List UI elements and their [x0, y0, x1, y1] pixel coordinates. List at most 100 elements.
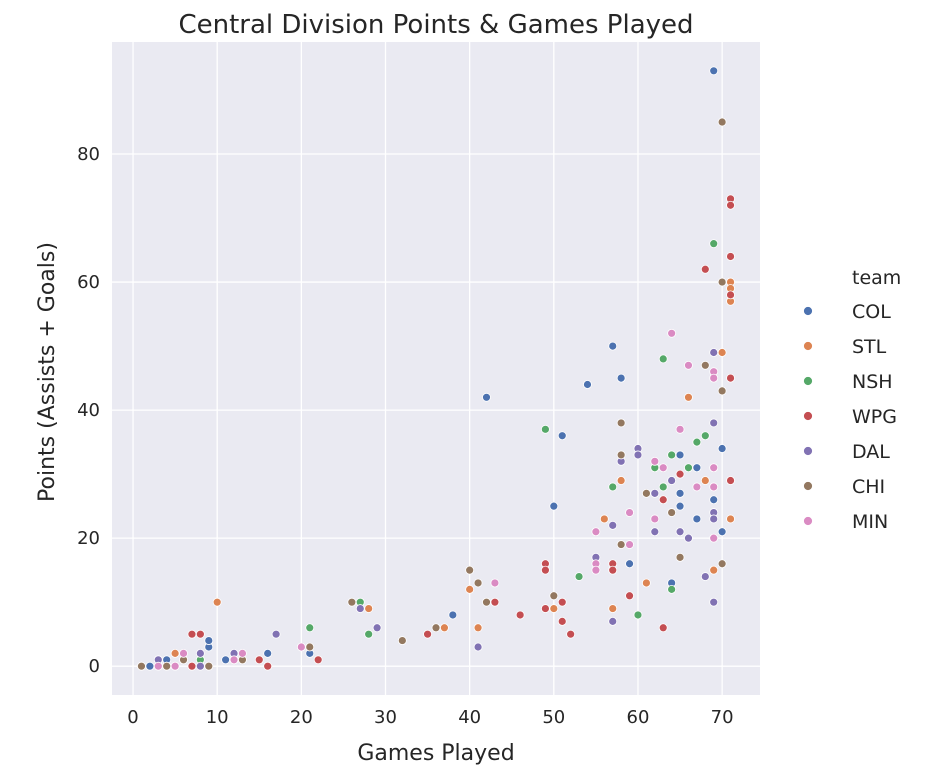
point-nsh — [633, 610, 643, 620]
point-dal — [633, 450, 643, 460]
point-wpg — [726, 200, 735, 210]
point-stl — [684, 392, 693, 402]
y-tick-labels: 0 20 40 60 80 — [77, 144, 100, 677]
point-chi — [616, 450, 626, 460]
point-min — [296, 642, 306, 652]
point-dal — [473, 642, 483, 652]
point-stl — [709, 565, 719, 575]
y-tick-label: 80 — [77, 144, 100, 165]
point-col — [692, 463, 702, 473]
point-col — [145, 661, 155, 671]
y-tick-label: 20 — [77, 528, 100, 549]
point-wpg — [700, 264, 710, 274]
point-stl — [616, 476, 626, 485]
x-tick-label: 20 — [290, 707, 313, 728]
point-wpg — [313, 655, 323, 665]
legend-marker-chi — [803, 481, 813, 491]
point-min — [675, 424, 685, 434]
point-min — [591, 565, 601, 575]
point-stl — [717, 348, 727, 357]
legend-items: COL STL NSH WPG DAL CHI MIN — [803, 301, 897, 533]
point-stl — [726, 514, 735, 524]
point-stl — [212, 597, 222, 607]
point-stl — [170, 648, 180, 658]
point-col — [625, 559, 634, 569]
point-wpg — [726, 252, 735, 261]
legend-label-min: MIN — [852, 511, 888, 533]
point-chi — [473, 578, 483, 588]
point-wpg — [187, 629, 197, 639]
x-tick-label: 0 — [127, 707, 138, 728]
point-stl — [608, 604, 618, 613]
point-dal — [709, 418, 719, 428]
legend-marker-stl — [803, 341, 813, 351]
point-chi — [717, 386, 727, 396]
point-min — [229, 655, 239, 665]
point-wpg — [254, 655, 264, 665]
point-col — [675, 450, 685, 460]
point-min — [179, 648, 188, 658]
point-col — [616, 373, 626, 383]
y-axis-label: Points (Assists + Goals) — [35, 242, 60, 502]
legend-label-col: COL — [852, 301, 891, 323]
point-dal — [608, 616, 618, 626]
legend-label-dal: DAL — [852, 441, 890, 463]
legend-title: team — [852, 267, 901, 289]
point-min — [625, 540, 634, 549]
point-col — [717, 527, 727, 537]
point-wpg — [625, 591, 634, 601]
point-wpg — [187, 661, 197, 671]
point-dal — [355, 604, 365, 613]
point-wpg — [490, 597, 500, 607]
point-col — [204, 636, 214, 645]
point-chi — [667, 508, 677, 517]
point-min — [170, 661, 180, 671]
point-col — [717, 444, 727, 453]
point-chi — [137, 661, 146, 671]
point-dal — [675, 527, 685, 537]
point-min — [709, 482, 719, 492]
point-wpg — [557, 616, 567, 626]
point-dal — [709, 597, 719, 607]
point-stl — [700, 476, 710, 485]
point-chi — [347, 597, 357, 607]
point-wpg — [566, 629, 576, 639]
point-dal — [667, 476, 677, 485]
point-min — [650, 514, 660, 524]
point-min — [591, 527, 601, 537]
point-wpg — [726, 373, 735, 383]
point-chi — [616, 540, 626, 549]
legend-label-stl: STL — [852, 336, 887, 358]
point-col — [557, 431, 567, 441]
point-chi — [431, 623, 441, 633]
point-nsh — [667, 584, 677, 594]
point-dal — [195, 648, 205, 658]
point-wpg — [557, 597, 567, 607]
point-min — [238, 648, 247, 658]
point-nsh — [364, 629, 374, 639]
point-min — [684, 360, 693, 370]
point-wpg — [541, 604, 550, 613]
point-dal — [709, 514, 719, 524]
point-chi — [162, 661, 172, 671]
point-dal — [650, 488, 660, 498]
point-nsh — [658, 354, 668, 364]
point-nsh — [574, 572, 584, 581]
point-col — [692, 514, 702, 524]
legend-marker-nsh — [803, 376, 813, 386]
point-chi — [675, 552, 685, 562]
point-stl — [599, 514, 609, 524]
point-min — [709, 533, 719, 543]
point-col — [608, 341, 618, 351]
x-tick-label: 10 — [206, 707, 229, 728]
point-nsh — [667, 450, 677, 460]
point-chi — [700, 360, 710, 370]
legend-label-wpg: WPG — [852, 406, 897, 428]
point-wpg — [263, 661, 273, 671]
point-wpg — [675, 469, 685, 479]
point-col — [675, 488, 685, 498]
point-nsh — [692, 437, 702, 447]
point-col — [583, 380, 592, 389]
point-chi — [397, 636, 407, 645]
